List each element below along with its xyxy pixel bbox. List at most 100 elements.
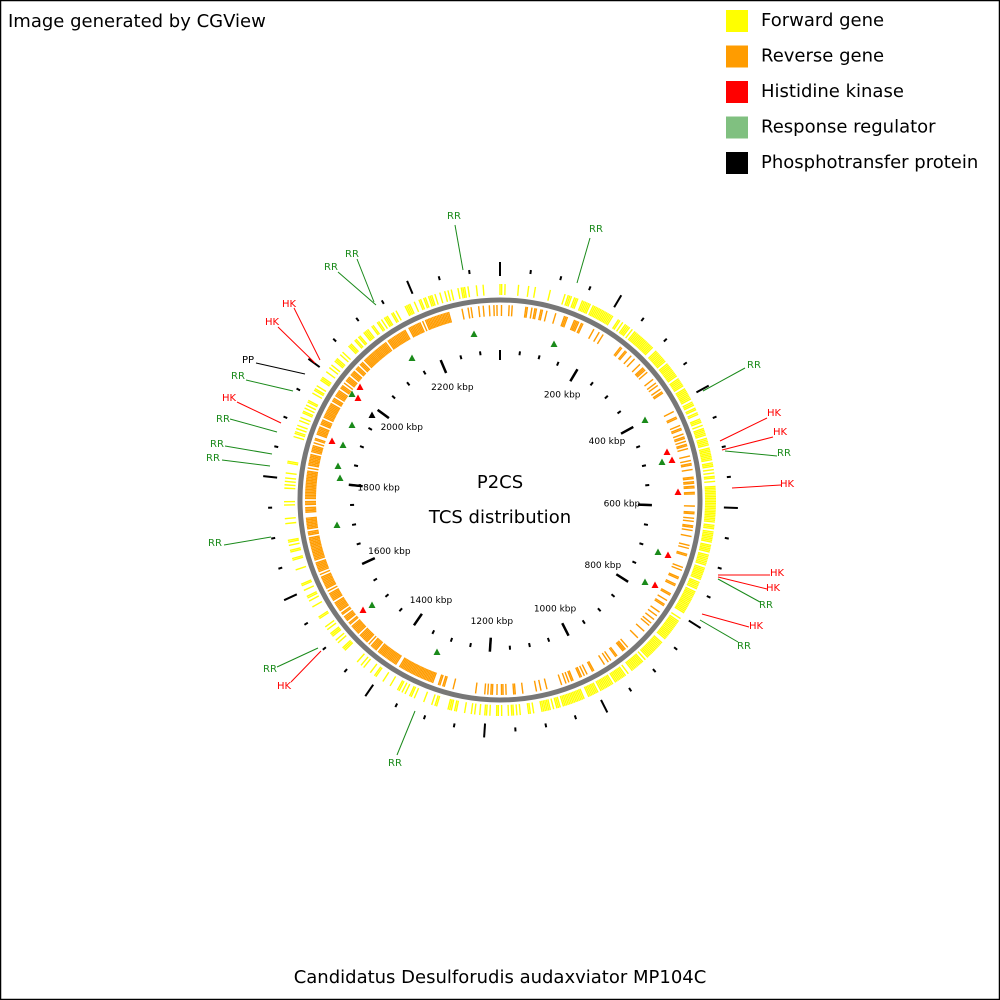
reverse-gene <box>672 433 684 439</box>
reverse-gene <box>308 461 320 465</box>
forward-gene <box>659 364 670 373</box>
reverse-gene <box>437 314 443 326</box>
forward-gene <box>561 695 566 707</box>
forward-gene <box>300 416 311 423</box>
forward-gene <box>698 548 710 553</box>
forward-gene <box>434 695 439 707</box>
reverse-gene <box>676 552 688 557</box>
ruler-label: 1200 kbp <box>471 617 514 627</box>
reverse-gene <box>683 516 695 520</box>
forward-gene <box>639 342 649 352</box>
forward-gene <box>547 699 552 711</box>
ruler-label: 1600 kbp <box>368 547 411 557</box>
reverse-gene <box>317 564 329 570</box>
forward-gene <box>576 689 582 701</box>
reverse-gene <box>375 349 384 359</box>
reverse-gene <box>317 565 329 572</box>
inner-ruler-tick <box>635 445 641 449</box>
forward-gene <box>413 301 420 313</box>
legend-label: Reverse gene <box>761 46 884 67</box>
reverse-gene <box>359 363 369 373</box>
reverse-gene <box>666 417 678 424</box>
reverse-gene <box>560 315 566 327</box>
forward-gene <box>602 676 610 688</box>
reverse-gene <box>421 320 428 332</box>
reverse-gene <box>441 675 447 687</box>
reverse-gene <box>512 683 515 695</box>
reverse-gene <box>307 467 319 471</box>
tcs-marker <box>339 441 347 448</box>
reverse-gene <box>305 509 317 512</box>
forward-gene <box>287 460 299 464</box>
callout-line <box>356 258 375 303</box>
forward-gene <box>676 389 687 397</box>
reverse-gene <box>331 400 342 407</box>
forward-gene <box>294 432 306 438</box>
forward-gene <box>404 683 411 695</box>
forward-gene <box>330 627 341 636</box>
forward-gene <box>690 574 702 581</box>
callout-line <box>277 326 316 364</box>
callout-label: HK <box>767 408 782 419</box>
reverse-gene <box>330 402 341 410</box>
reverse-gene <box>309 539 321 544</box>
inner-ruler-tick <box>356 542 361 546</box>
forward-gene <box>292 556 304 561</box>
forward-gene <box>467 286 471 298</box>
reverse-gene <box>409 326 416 338</box>
forward-gene <box>694 564 706 570</box>
reverse-gene <box>427 318 433 330</box>
reverse-gene <box>323 577 334 584</box>
forward-gene <box>329 626 340 635</box>
reverse-gene <box>360 628 370 638</box>
forward-gene <box>619 324 628 335</box>
reverse-gene <box>682 523 694 527</box>
forward-gene <box>689 577 700 584</box>
ruler-major-tick <box>569 368 579 382</box>
reverse-gene <box>382 646 391 657</box>
forward-gene <box>312 600 323 608</box>
reverse-gene <box>417 322 424 334</box>
forward-gene <box>697 553 709 558</box>
forward-gene <box>661 367 672 375</box>
forward-gene <box>289 547 301 552</box>
reverse-gene <box>338 389 349 398</box>
reverse-gene <box>351 372 361 382</box>
reverse-gene <box>615 642 624 652</box>
tcs-marker <box>658 458 666 465</box>
reverse-gene <box>331 591 342 599</box>
forward-gene <box>570 297 576 308</box>
reverse-gene <box>676 444 688 450</box>
callout-label: RR <box>208 538 222 549</box>
reverse-gene <box>683 512 695 515</box>
reverse-gene <box>314 437 326 443</box>
forward-gene <box>690 419 702 426</box>
forward-gene <box>695 434 707 439</box>
forward-gene <box>695 559 707 565</box>
reverse-gene <box>404 660 411 671</box>
callout-label: RR <box>737 641 751 652</box>
inner-ruler-tick <box>643 523 649 526</box>
forward-gene <box>564 294 570 306</box>
reverse-gene <box>315 558 327 564</box>
callout-label: HK <box>277 681 292 692</box>
reverse-gene <box>402 659 410 670</box>
forward-gene <box>650 352 660 362</box>
forward-gene <box>407 304 414 315</box>
tcs-marker <box>668 456 676 463</box>
reverse-gene <box>675 440 687 446</box>
forward-gene <box>642 646 651 656</box>
forward-gene <box>631 334 640 344</box>
reverse-gene <box>319 569 331 576</box>
callout-line <box>290 650 322 683</box>
forward-gene <box>562 694 568 706</box>
inner-ruler-tick <box>373 577 378 582</box>
reverse-gene <box>309 540 321 545</box>
reverse-gene <box>317 430 329 436</box>
reverse-gene <box>614 347 623 357</box>
reverse-gene <box>356 367 366 376</box>
forward-gene <box>704 510 716 513</box>
inner-ruler-tick <box>422 370 427 375</box>
forward-gene <box>639 648 649 658</box>
forward-gene <box>291 554 303 560</box>
